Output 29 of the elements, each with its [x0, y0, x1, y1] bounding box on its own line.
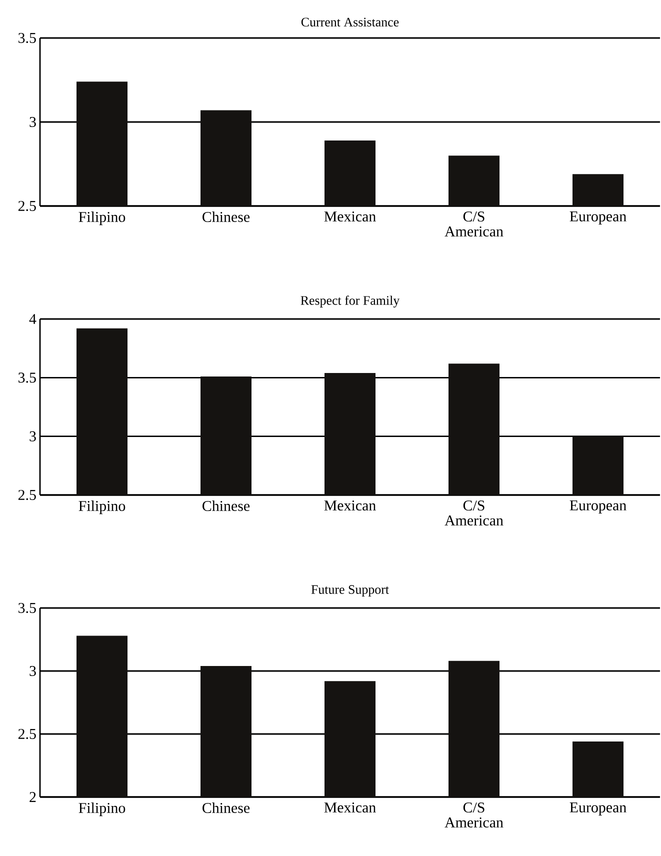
x-tick-label: C/S American [444, 802, 504, 828]
x-tick-label: C/S American [444, 500, 504, 526]
y-tick-label: 3 [30, 666, 36, 676]
x-tick-label: Filipino [78, 500, 126, 514]
x-tick-label: Chinese [202, 212, 250, 222]
y-tick-label: 2.5 [18, 728, 36, 740]
x-tick-label: Chinese [202, 500, 250, 512]
y-tick-label: 2 [30, 792, 36, 802]
x-tick-label: C/S American [444, 212, 504, 236]
y-tick-label: 3 [30, 431, 36, 442]
y-tick-label: 3.5 [18, 602, 36, 614]
y-tick-label: 2.5 [18, 490, 36, 500]
chart-title: Respect for Family [300, 296, 400, 308]
chart-title: Current Assistance [301, 18, 399, 26]
x-tick-label: Mexican [324, 802, 376, 813]
y-tick-label: 4 [29, 314, 36, 324]
x-tick-label: European [570, 500, 626, 514]
chart-title: Future Support [311, 585, 389, 596]
x-tick-label: Filipino [78, 212, 126, 226]
y-tick-label: 3 [30, 116, 36, 128]
x-tick-label: Mexican [324, 212, 376, 222]
x-tick-label: Chinese [202, 802, 250, 814]
x-tick-label: European [570, 802, 626, 816]
y-tick-label: 2.5 [18, 200, 36, 212]
y-tick-label: 3.5 [18, 32, 36, 44]
x-tick-label: Mexican [324, 500, 376, 511]
y-tick-label: 3.5 [18, 372, 36, 383]
x-tick-label: European [570, 212, 626, 224]
x-tick-label: Filipino [78, 802, 126, 816]
